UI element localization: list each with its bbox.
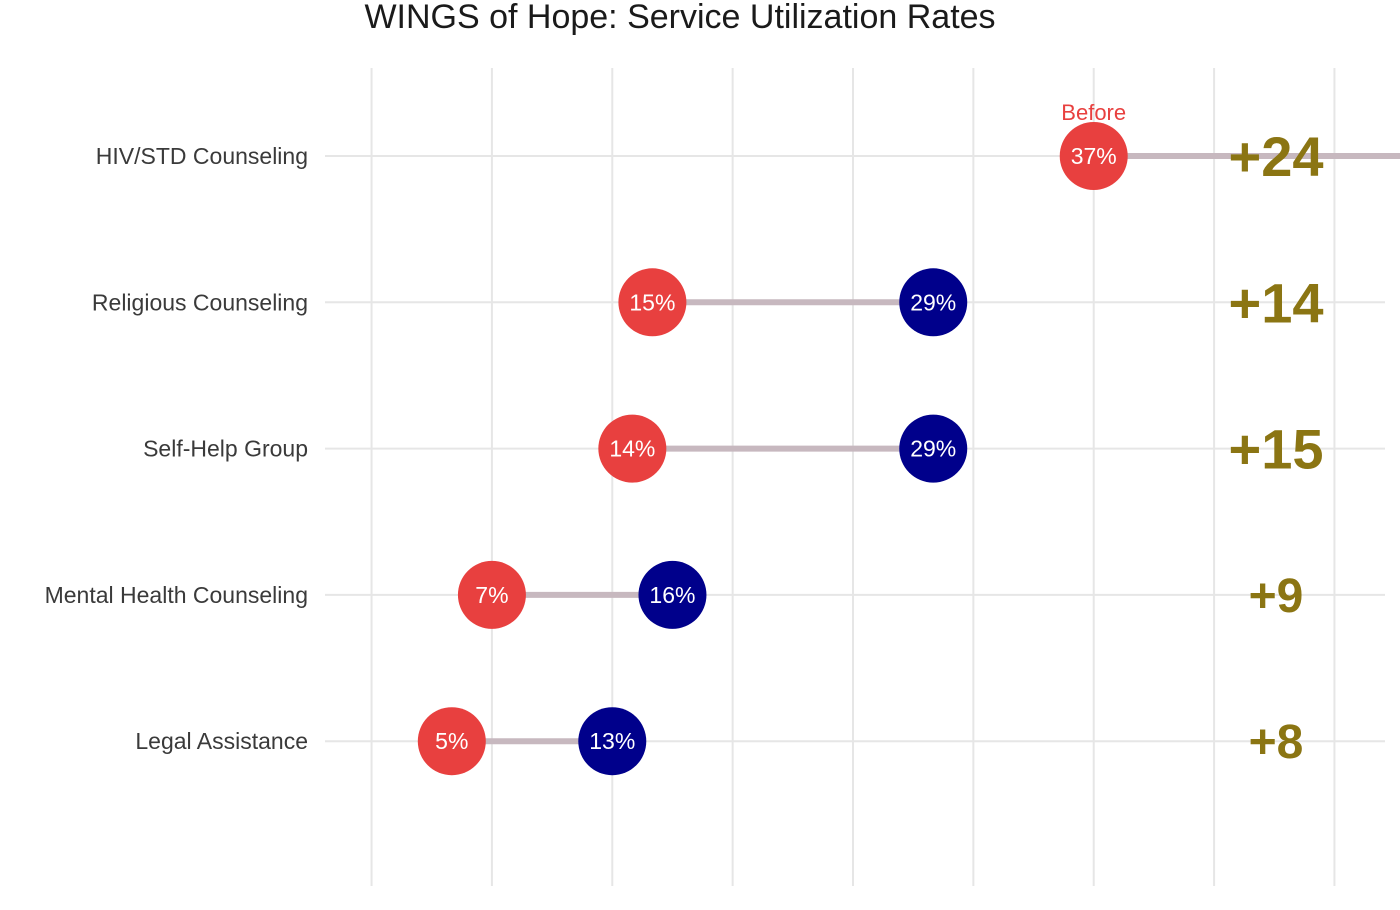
category-label: Legal Assistance (135, 728, 308, 754)
before-point (598, 414, 667, 483)
category-label: Mental Health Counseling (45, 582, 308, 608)
after-point (899, 414, 968, 483)
category-label: Religious Counseling (92, 289, 308, 315)
chart-title: WINGS of Hope: Service Utilization Rates (364, 0, 996, 36)
before-point (457, 560, 526, 629)
difference-label: +14 (1229, 271, 1324, 334)
difference-label: +15 (1229, 418, 1324, 481)
difference-label: +24 (1229, 125, 1324, 188)
before-point (1059, 122, 1128, 190)
after-value-label: 13% (589, 728, 635, 754)
legend-before-label: Before (1061, 100, 1126, 125)
difference-label: +9 (1249, 570, 1304, 623)
before-value-label: 5% (435, 728, 468, 754)
after-value-label: 29% (910, 289, 956, 315)
before-value-label: 7% (475, 582, 508, 608)
category-label: Self-Help Group (143, 436, 308, 462)
after-point (638, 560, 707, 629)
after-value-label: 16% (649, 582, 695, 608)
after-value-label: 29% (910, 436, 956, 462)
before-value-label: 37% (1071, 143, 1117, 169)
category-label: HIV/STD Counseling (96, 143, 308, 169)
before-value-label: 14% (609, 436, 655, 462)
after-point (578, 707, 647, 776)
before-point (417, 707, 486, 776)
after-point (899, 268, 968, 337)
before-point (618, 268, 687, 337)
difference-label: +8 (1249, 716, 1304, 769)
before-value-label: 15% (629, 289, 675, 315)
